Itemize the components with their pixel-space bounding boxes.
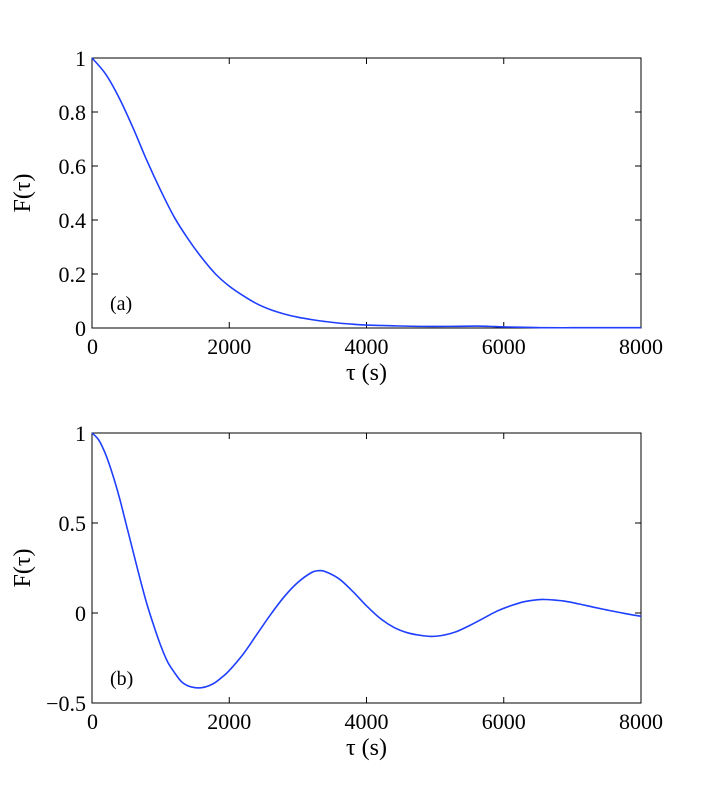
panel-a-ytick-label: 0.6	[59, 154, 87, 179]
panel-b-plot-frame	[91, 432, 642, 704]
panel-a-chart: 0 2000 4000 6000 8000 0 0.2 0.4 0.6 0.8 1 (a) τ (s) F…	[10, 46, 663, 386]
panel-a-xtick-label: 6000	[482, 334, 526, 359]
panel-b-series-line	[91, 432, 642, 689]
panel-a-xtick-label: 2000	[207, 334, 251, 359]
panel-a-x-axis-label: τ (s)	[346, 360, 387, 386]
panel-b-ytick-label: −0.5	[46, 691, 86, 716]
panel-b-ytick-label: 0.5	[59, 511, 87, 536]
panel-a-ytick-label: 0.2	[59, 262, 87, 287]
panel-a-xtick-label: 8000	[619, 334, 663, 359]
panel-b-y-axis-label: F(τ)	[10, 549, 36, 588]
panel-b-ytick-label: 0	[75, 601, 86, 626]
panel-b-xtick-label: 6000	[482, 709, 526, 734]
panel-a-ytick-label: 0.8	[59, 100, 87, 125]
panel-b-xtick-label: 0	[87, 709, 98, 734]
panel-a-plot-frame	[91, 57, 642, 329]
panel-a-y-axis-label: F(τ)	[10, 174, 36, 213]
panel-b-xtick-label: 2000	[207, 709, 251, 734]
panel-a-xtick-label: 4000	[345, 334, 389, 359]
panel-b-x-axis-label: τ (s)	[346, 735, 387, 761]
panel-a-xtick-label: 0	[87, 334, 98, 359]
panel-b-xtick-label: 4000	[345, 709, 389, 734]
panel-a-ytick-label: 1	[75, 46, 86, 71]
panel-b-ytick-label: 1	[75, 421, 86, 446]
panel-b-panel-label: (b)	[110, 668, 133, 690]
panel-b-chart: 0 2000 4000 6000 8000−0.500.51(b)τ (s)F(τ)	[10, 421, 663, 761]
panel-a-panel-label: (a)	[110, 293, 132, 315]
panel-b-xtick-label: 8000	[619, 709, 663, 734]
panel-a-series-line	[91, 57, 642, 329]
panel-a-ytick-label: 0.4	[59, 208, 87, 233]
panel-a-ytick-label: 0	[75, 316, 86, 341]
